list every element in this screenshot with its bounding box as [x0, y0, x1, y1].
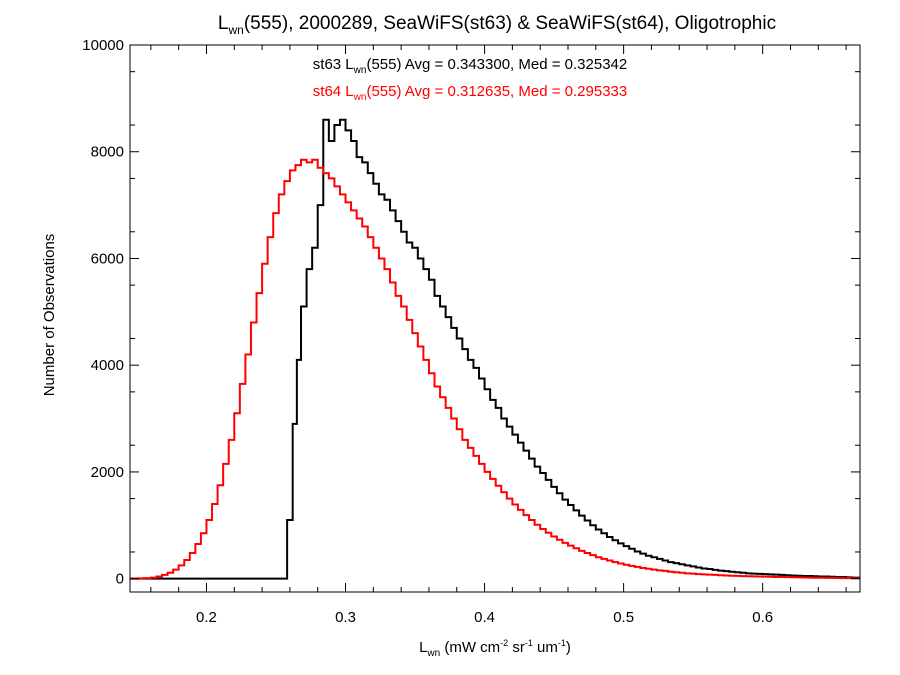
y-tick-label: 8000	[91, 144, 124, 161]
annotation-st64: st64 Lwn(555) Avg = 0.312635, Med = 0.29…	[313, 83, 627, 103]
x-tick-label: 0.6	[752, 609, 773, 626]
annotation-st63-subscript: wn	[353, 65, 367, 76]
y-tick-label: 6000	[91, 250, 124, 267]
x-axis-label: Lwn (mW cm-2 sr-1 um-1)	[419, 638, 571, 659]
x-axis-label-superscript-3: -1	[558, 638, 566, 648]
plot-frame	[129, 44, 861, 593]
series-st64-line	[130, 158, 860, 580]
x-axis-label-unit-3: um	[533, 639, 558, 656]
y-axis-label: Number of Observations	[41, 234, 58, 397]
x-axis-label-unit-4: )	[566, 639, 571, 656]
annotation-st64-pre: st64 L	[313, 83, 354, 100]
x-axis-label-subscript: wn	[426, 648, 440, 659]
x-axis-label-main: L	[419, 639, 427, 656]
annotation-st64-post: (555) Avg = 0.312635, Med = 0.295333	[366, 83, 627, 100]
x-axis-label-unit-2: sr	[508, 639, 525, 656]
x-axis-label-unit-1: (mW cm	[440, 639, 500, 656]
y-tick-label: 0	[116, 571, 124, 588]
y-tick-label: 2000	[91, 464, 124, 481]
chart-title-main: L	[218, 13, 229, 34]
series-st63-line	[130, 118, 860, 580]
series-layer	[130, 118, 860, 580]
chart-title-rest: (555), 2000289, SeaWiFS(st63) & SeaWiFS(…	[244, 13, 776, 34]
ticks-layer: 0.2 0.3 0.4 0.5 0.6 0 2000 4000 6000 8000 10000	[82, 37, 860, 626]
annotation-st63: st63 Lwn(555) Avg = 0.343300, Med = 0.32…	[313, 56, 627, 76]
annotation-st63-post: (555) Avg = 0.343300, Med = 0.325342	[366, 56, 627, 73]
chart-title-subscript: wn	[228, 23, 244, 37]
y-tick-label: 10000	[82, 37, 124, 54]
y-tick-label: 4000	[91, 357, 124, 374]
annotation-st64-subscript: wn	[353, 92, 367, 103]
x-tick-label: 0.2	[196, 609, 217, 626]
x-axis-label-superscript-2: -1	[525, 638, 533, 648]
annotation-st63-pre: st63 L	[313, 56, 354, 73]
x-tick-label: 0.5	[613, 609, 634, 626]
x-axis-label-superscript-1: -2	[500, 638, 508, 648]
chart-title: Lwn(555), 2000289, SeaWiFS(st63) & SeaWi…	[218, 13, 776, 37]
x-tick-label: 0.3	[335, 609, 356, 626]
x-tick-label: 0.4	[474, 609, 495, 626]
